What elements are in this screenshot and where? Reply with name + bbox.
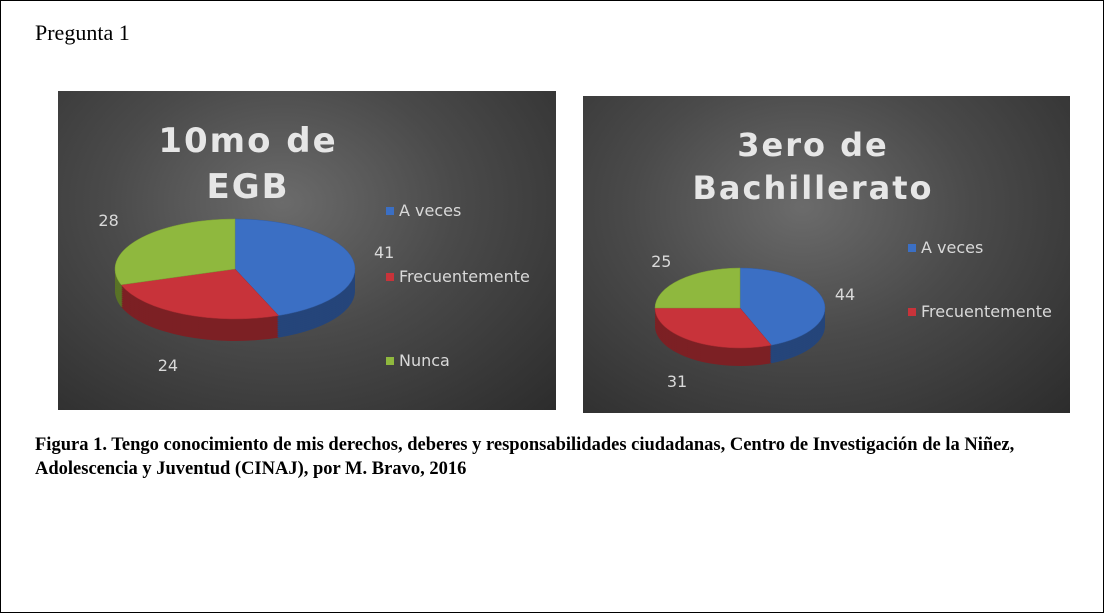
legend-swatch <box>386 207 394 215</box>
data-label: 44 <box>834 285 856 304</box>
legend-swatch <box>908 244 916 252</box>
data-label: 41 <box>373 243 395 263</box>
legend-label: A veces <box>921 238 984 257</box>
legend-label: Nunca <box>399 351 450 370</box>
data-label: 31 <box>666 371 688 391</box>
legend-item: Frecuentemente <box>908 300 1058 324</box>
legend-item: Frecuentemente <box>386 265 536 289</box>
pie <box>654 267 826 367</box>
slice <box>739 267 826 346</box>
legend-swatch <box>908 308 916 316</box>
chart-title: 3ero de Bachillerato <box>692 126 934 208</box>
caption: Figura 1. Tengo conocimiento de mis dere… <box>35 435 1015 479</box>
legend-item: A veces <box>908 236 1058 260</box>
slice <box>234 218 356 316</box>
legend-label: Frecuentemente <box>399 267 530 286</box>
chart: 3ero de Bachillerato 44 31 25 A veces Frecuen… <box>583 96 1070 413</box>
legend-label: A veces <box>399 201 462 220</box>
slice <box>120 268 280 320</box>
slice <box>654 307 772 349</box>
legend-label: Frecuentemente <box>921 302 1052 321</box>
legend-item: Nunca <box>386 349 536 373</box>
data-label: 28 <box>98 211 119 231</box>
data-label: 24 <box>157 356 179 376</box>
legend-item: A veces <box>386 199 536 223</box>
legend-swatch <box>386 273 394 281</box>
slice <box>114 218 236 286</box>
pie <box>114 218 356 341</box>
chart-title: 10mo de EGB <box>158 121 338 207</box>
legend-swatch <box>386 357 394 365</box>
heading: Pregunta 1 <box>35 20 130 45</box>
chart: 10mo de EGB 41 24 28 A veces Frecuentemente Nu… <box>58 91 556 410</box>
slice <box>654 267 741 309</box>
data-label: 25 <box>651 251 672 271</box>
